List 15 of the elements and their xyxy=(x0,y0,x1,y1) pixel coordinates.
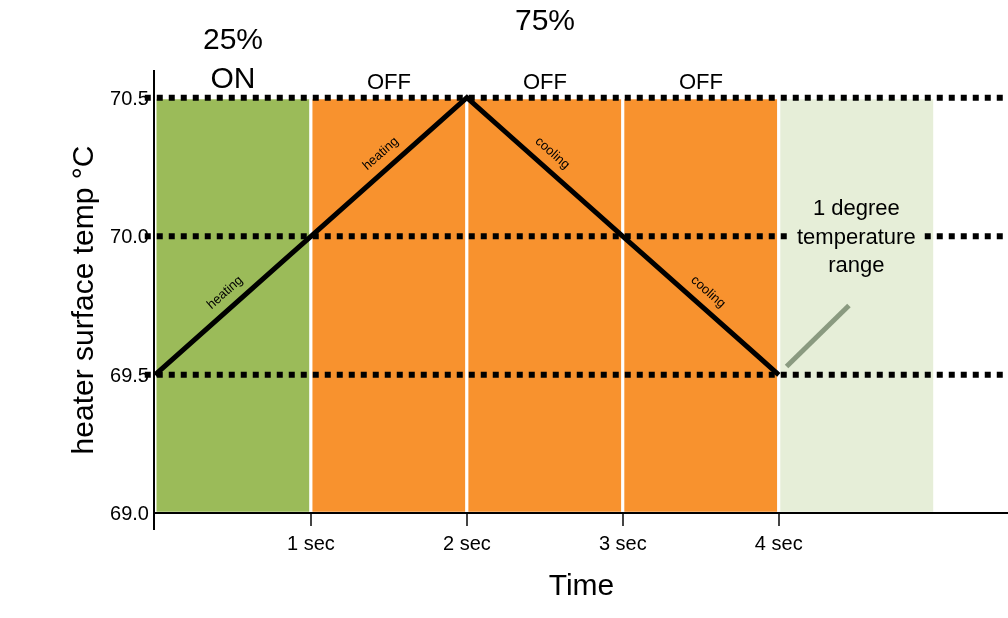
y-tick-label: 69.0 xyxy=(110,502,149,525)
band-label: OFF xyxy=(523,69,567,94)
annotation: 1 degree temperature range xyxy=(797,195,916,278)
y-tick-label: 69.5 xyxy=(110,363,149,386)
text: 75% xyxy=(515,3,576,36)
band-label: OFF xyxy=(367,69,411,94)
x-tick-label: 4 sec xyxy=(754,532,803,555)
x-tick-label: 1 sec xyxy=(287,532,335,555)
y-axis-title: heater surface temp °C xyxy=(65,145,99,455)
x-axis-title: Time xyxy=(548,568,615,602)
y-tick-label: 70.5 xyxy=(110,86,149,109)
x-tick-label: 3 sec xyxy=(598,532,647,555)
x-tick-label: 2 sec xyxy=(442,532,491,555)
band-label: OFF xyxy=(679,69,723,94)
band-label: 25% ON xyxy=(203,22,264,94)
